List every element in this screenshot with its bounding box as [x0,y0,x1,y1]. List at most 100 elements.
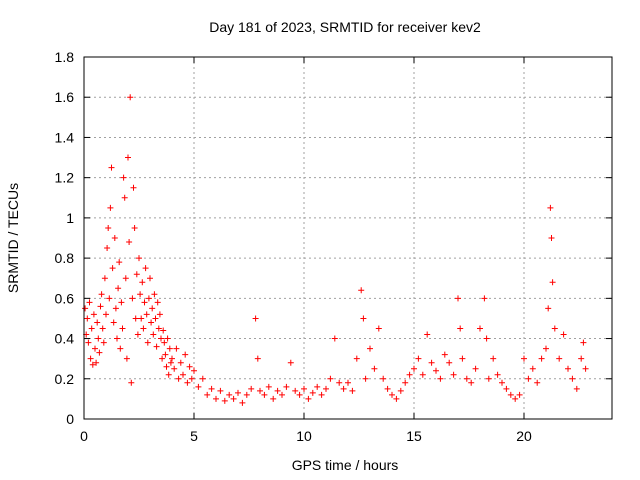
data-point [95,335,102,342]
data-point [512,395,519,402]
grid [84,57,612,419]
x-tick-label: 15 [406,428,422,444]
chart-title: Day 181 of 2023, SRMTID for receiver kev… [209,19,481,35]
data-point [521,355,527,362]
data-point [459,355,466,362]
data-point [254,355,261,362]
data-point [428,359,435,366]
data-point [545,305,552,312]
data-point [82,305,89,312]
data-point [115,285,122,292]
data-point [226,391,233,398]
data-point [547,204,554,211]
data-point [265,383,272,390]
y-tick-label: 0.8 [55,250,75,266]
data-point [119,325,126,332]
data-point [252,315,259,322]
data-point [270,395,277,402]
data-point [318,391,325,398]
data-point [384,385,391,392]
data-point [485,375,492,382]
data-point [177,359,184,366]
data-point [371,365,378,372]
data-point [375,325,382,332]
data-point [163,363,170,370]
y-tick-label: 0.6 [55,290,75,306]
data-point [148,319,155,326]
data-point [145,295,152,302]
y-tick-label: 1.8 [55,49,75,65]
data-point [86,299,93,306]
data-point [477,325,483,332]
data-point [122,275,129,282]
data-point [149,305,156,312]
data-point [87,355,94,362]
data-point [433,367,439,374]
y-tick-label: 1 [66,210,74,226]
data-point [243,391,250,398]
data-point [525,375,532,382]
data-point [125,154,131,161]
data-point [503,385,510,392]
data-point [162,351,169,358]
data-point [88,325,95,332]
data-point [415,355,422,362]
x-axis-label: GPS time / hours [292,457,399,473]
y-axis-label: SRMTID / TECUs [5,183,21,293]
data-point [507,391,514,398]
data-point [543,345,549,352]
data-point [117,345,124,352]
data-point [137,291,144,298]
data-point [450,371,457,378]
data-point [235,389,241,396]
data-point [107,204,114,211]
data-point [239,399,246,406]
y-tick-label: 1.4 [55,129,75,145]
data-point [446,359,453,366]
data-point [573,385,580,392]
data-point [118,299,125,306]
data-point [96,349,103,356]
data-point [362,375,369,382]
data-point [309,389,316,396]
data-point [143,311,150,318]
data-point [199,375,206,382]
data-point [188,375,195,382]
data-point [164,335,171,342]
data-point [534,379,541,386]
data-point [257,387,263,394]
data-point [457,325,464,332]
data-points [82,94,589,406]
data-point [152,315,159,322]
data-point [138,315,145,322]
data-point [331,335,338,342]
data-point [142,265,149,272]
data-point [494,371,501,378]
data-point [184,379,191,386]
data-point [90,311,97,318]
axis-ticks: 0 0.2 0.4 0.6 0.8 1 1.2 1.4 1.6 1.8 0 5 10 15 20 [55,49,612,444]
data-point [85,339,92,346]
data-point [483,335,490,342]
data-point [230,395,237,402]
data-point [140,325,147,332]
data-point [208,385,215,392]
data-point [472,365,479,372]
data-point [133,271,140,278]
data-point [173,345,180,352]
x-tick-label: 0 [80,428,88,444]
data-point [274,387,281,394]
data-point [112,305,119,312]
x-tick-label: 10 [296,428,312,444]
data-point [287,359,294,366]
data-point [154,299,161,306]
y-tick-label: 0.4 [55,331,75,347]
data-point [129,295,136,302]
data-point [106,295,113,302]
data-point [397,387,404,394]
data-point [358,287,365,294]
data-point [151,291,158,298]
data-point [89,361,96,368]
data-point [441,351,448,358]
data-point [93,359,100,366]
